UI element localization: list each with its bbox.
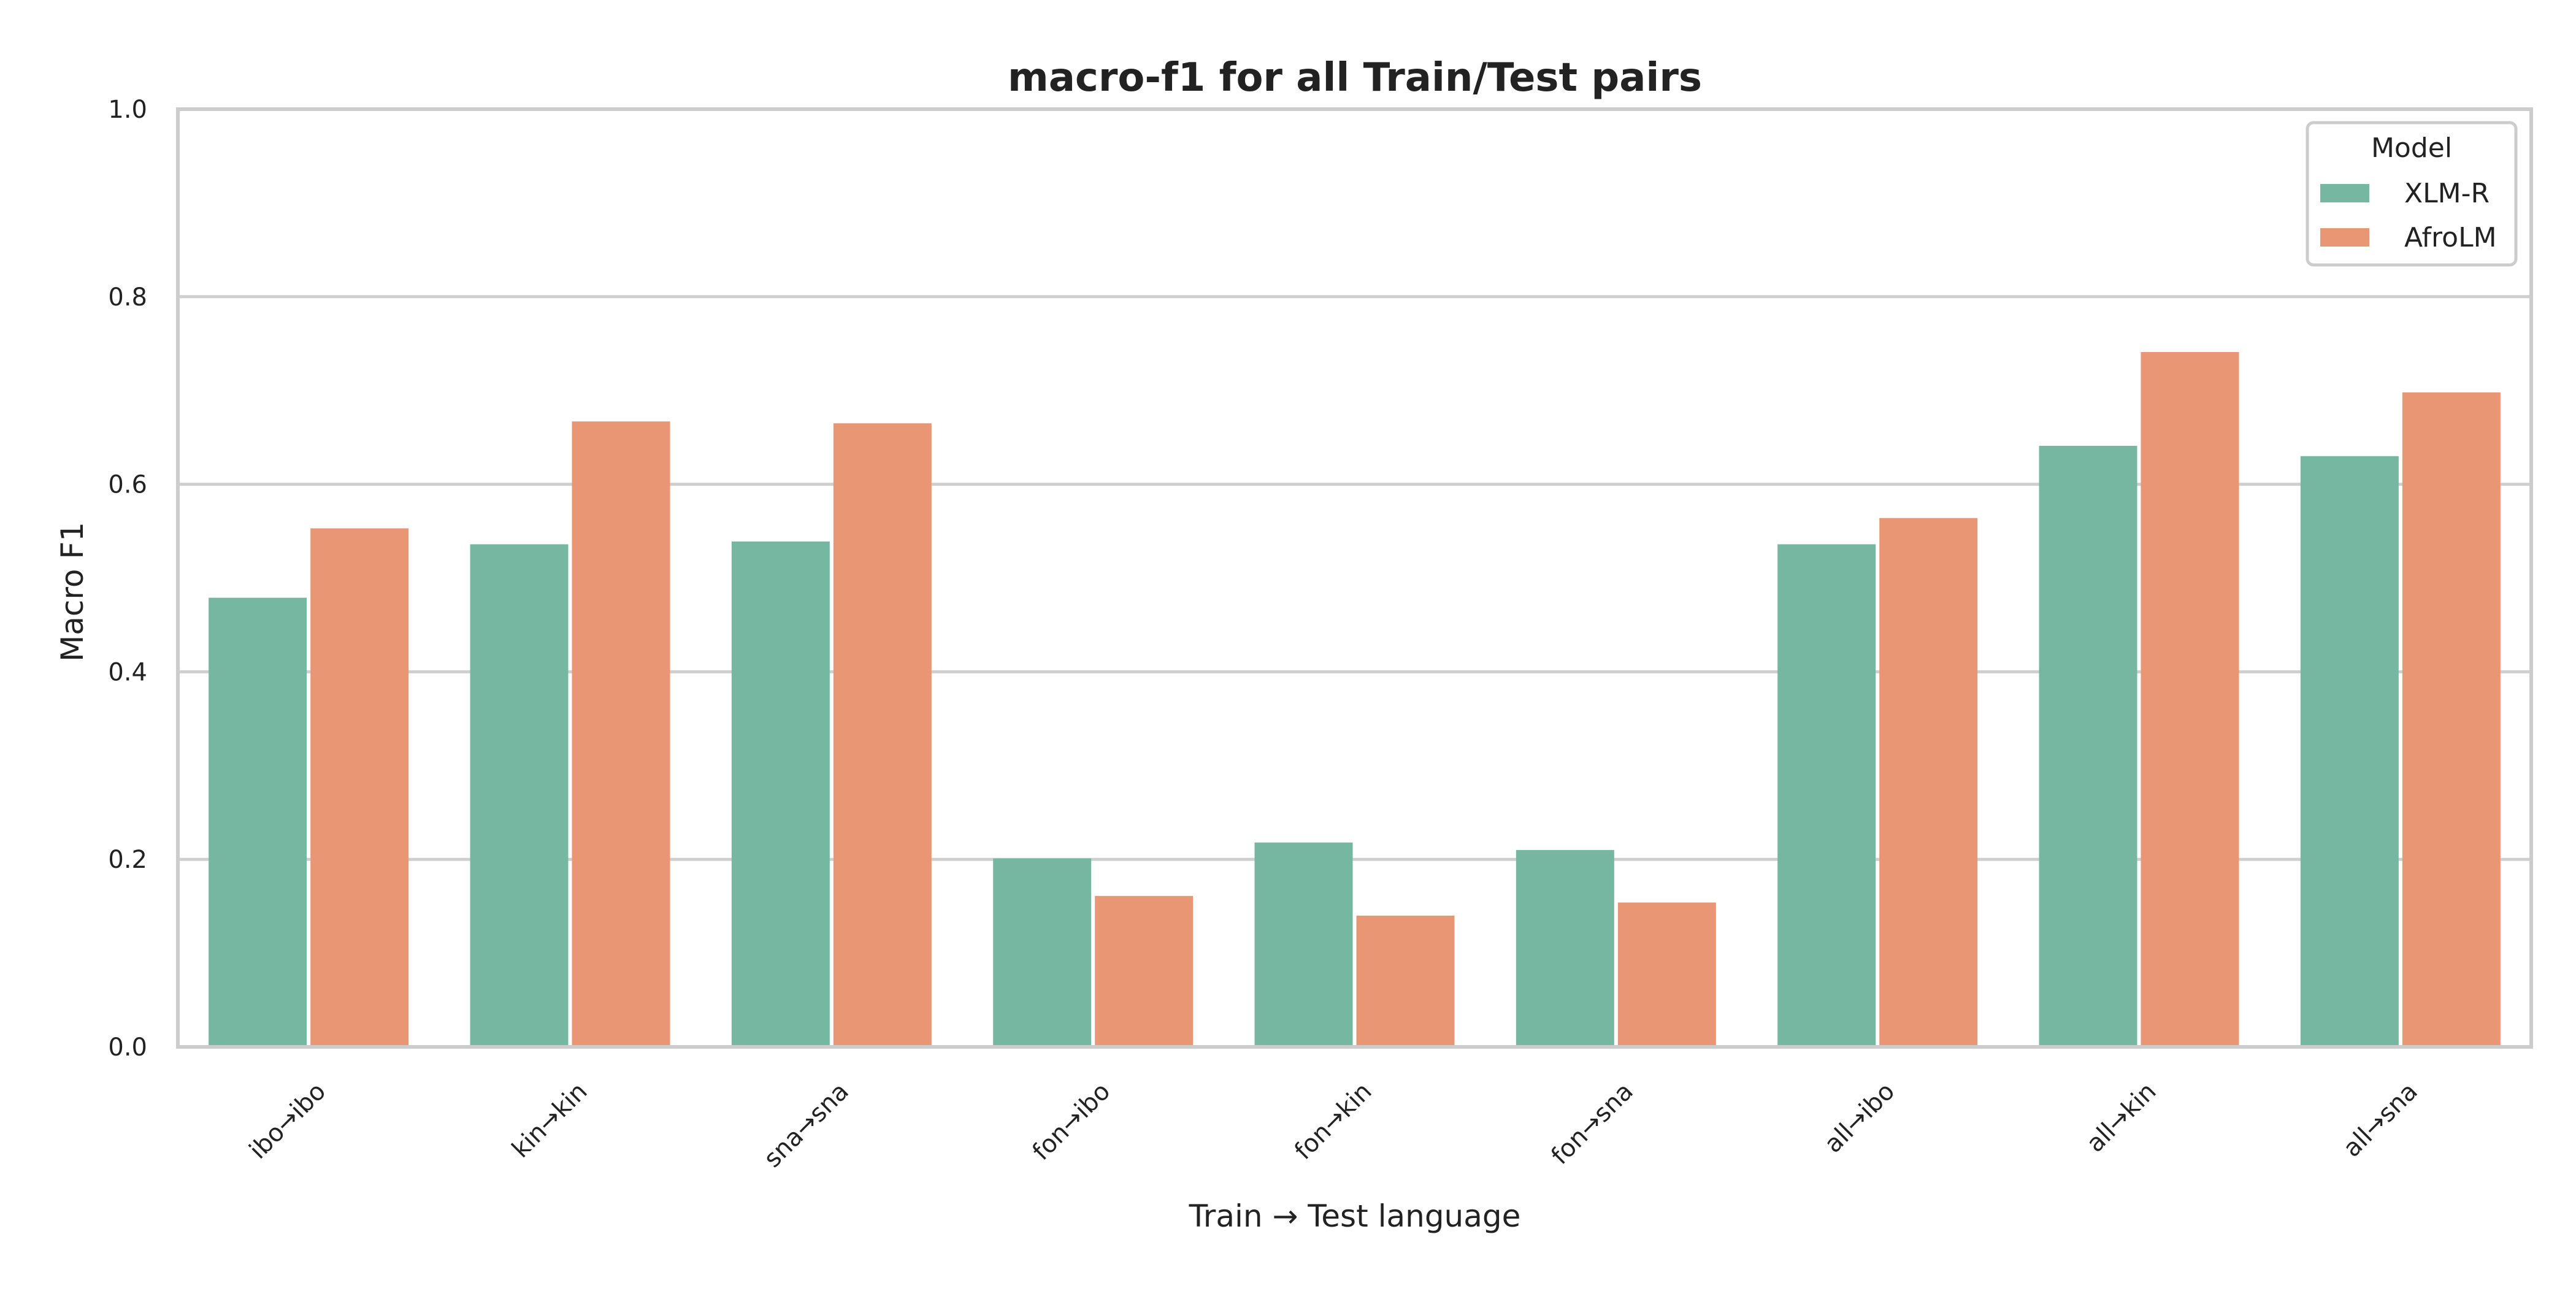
legend-swatch-xlm-r: [2320, 184, 2369, 202]
bar-xlm-r-0: [209, 597, 307, 1047]
legend-label-xlm-r: XLM-R: [2404, 178, 2490, 209]
bar-xlm-r-3: [993, 858, 1092, 1047]
y-axis-label: Macro F1: [55, 522, 90, 662]
bar-afrolm-0: [310, 528, 409, 1047]
y-tick-labels: 0.0 0.2 0.4 0.6 0.8 1.0: [108, 96, 147, 1062]
bar-xlm-r-7: [2039, 445, 2137, 1047]
bar-xlm-r-1: [470, 544, 569, 1047]
bar-afrolm-4: [1356, 915, 1455, 1047]
bar-xlm-r-8: [2300, 456, 2399, 1047]
legend-swatch-afrolm: [2320, 228, 2369, 247]
chart-title: macro-f1 for all Train/Test pairs: [1008, 55, 1702, 101]
y-tick-label: 0.8: [108, 283, 147, 312]
legend: Model XLM-R AfroLM: [2306, 121, 2518, 267]
bar-afrolm-7: [2141, 352, 2239, 1047]
legend-title: Model: [2371, 132, 2452, 164]
bar-xlm-r-4: [1254, 842, 1353, 1047]
bar-afrolm-5: [1617, 902, 1716, 1047]
bar-afrolm-1: [572, 421, 670, 1047]
bar-afrolm-8: [2402, 392, 2501, 1047]
x-axis-label: Train → Test language: [1189, 1198, 1521, 1234]
bar-xlm-r-6: [1777, 544, 1876, 1047]
legend-label-afrolm: AfroLM: [2404, 222, 2497, 253]
bars: [209, 352, 2501, 1047]
y-tick-label: 1.0: [108, 96, 147, 124]
bar-xlm-r-2: [731, 541, 830, 1047]
y-tick-label: 0.6: [108, 471, 147, 499]
y-tick-label: 0.2: [108, 846, 147, 874]
bar-afrolm-6: [1879, 518, 1978, 1047]
bar-afrolm-2: [833, 423, 932, 1047]
bar-afrolm-3: [1095, 895, 1194, 1047]
plot-frame: [176, 107, 2533, 1049]
bar-xlm-r-5: [1516, 849, 1614, 1047]
y-tick-label: 0.4: [108, 658, 147, 686]
y-tick-label: 0.0: [108, 1033, 147, 1062]
